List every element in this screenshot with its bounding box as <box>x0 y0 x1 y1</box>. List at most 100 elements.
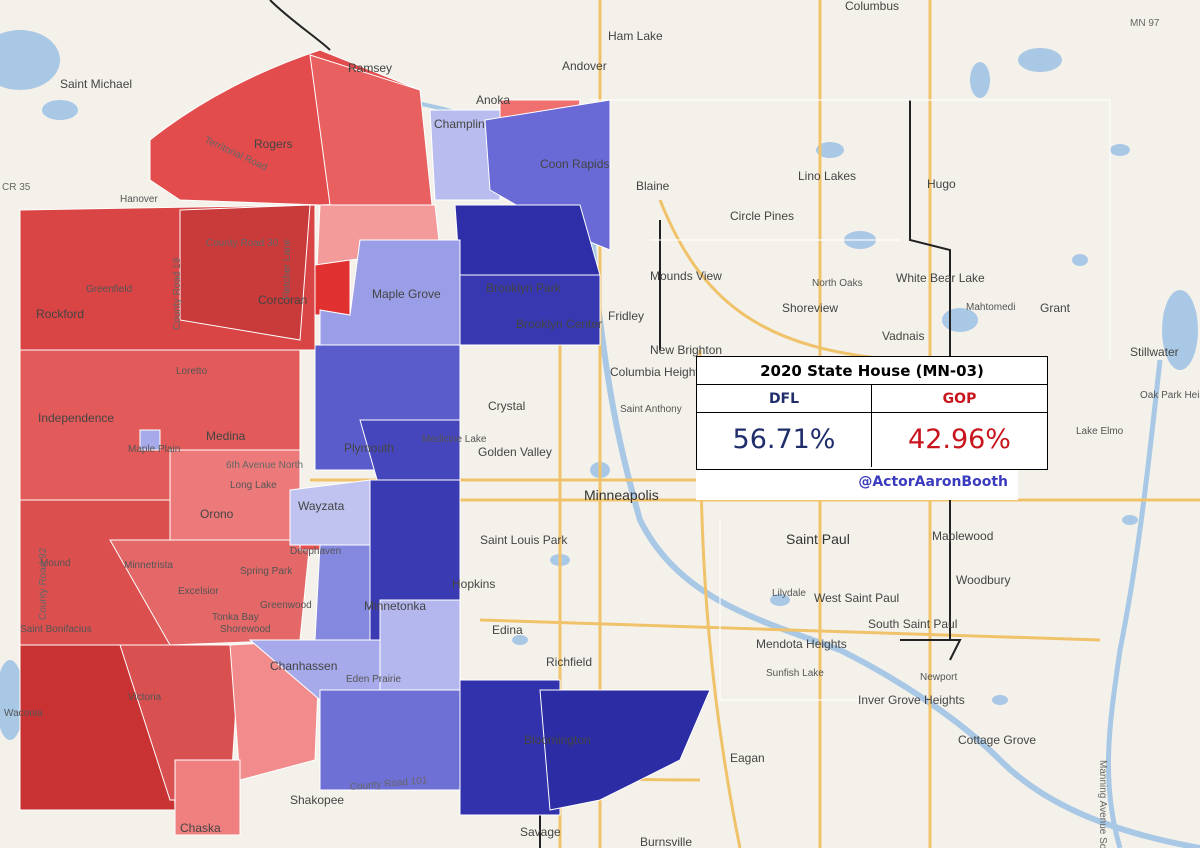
credit-box: @ActorAaronBooth <box>696 470 1018 500</box>
place-richfield: Richfield <box>546 655 592 669</box>
place-saint-louis-park: Saint Louis Park <box>480 533 568 547</box>
place-plymouth: Plymouth <box>344 441 394 455</box>
place-new-brighton: New Brighton <box>650 343 722 357</box>
place-columbus: Columbus <box>845 0 899 13</box>
road-cr-35: CR 35 <box>2 182 31 193</box>
place-brooklyn-center: Brooklyn Center <box>516 317 602 331</box>
road-county-road-19: County Road 19 <box>172 257 183 330</box>
place-burnsville: Burnsville <box>640 835 692 848</box>
place-lake-elmo: Lake Elmo <box>1076 426 1124 437</box>
gop-header: GOP <box>872 385 1047 413</box>
place-grant: Grant <box>1040 301 1071 315</box>
place-long-lake: Long Lake <box>230 480 277 491</box>
place-bloomington: Bloomington <box>524 733 591 747</box>
place-excelsior: Excelsior <box>178 586 219 597</box>
place-shoreview: Shoreview <box>782 301 838 315</box>
place-spring-park: Spring Park <box>240 566 293 577</box>
place-andover: Andover <box>562 59 607 73</box>
place-saint-bonifacius: Saint Bonifacius <box>20 624 92 635</box>
place-wayzata: Wayzata <box>298 499 345 513</box>
place-brooklyn-park: Brooklyn Park <box>486 281 562 295</box>
place-mounds-view: Mounds View <box>650 269 722 283</box>
place-orono: Orono <box>200 507 234 521</box>
place-sunfish-lake: Sunfish Lake <box>766 668 824 679</box>
place-south-saint-paul: South Saint Paul <box>868 617 957 631</box>
place-greenwood: Greenwood <box>260 600 312 611</box>
place-white-bear-lake: White Bear Lake <box>896 271 985 285</box>
place-circle-pines: Circle Pines <box>730 209 794 223</box>
place-saint-michael: Saint Michael <box>60 77 132 91</box>
place-champlin: Champlin <box>434 117 485 131</box>
place-inver-grove-heights: Inver Grove Heights <box>858 693 965 707</box>
dfl-header: DFL <box>697 385 872 413</box>
place-mendota-heights: Mendota Heights <box>756 637 847 651</box>
place-lilydale: Lilydale <box>772 588 806 599</box>
place-columbia-heights: Columbia Heights <box>610 365 705 379</box>
place-hanover: Hanover <box>120 194 158 205</box>
road-fletcher-lane: Fletcher Lane <box>282 238 293 300</box>
dfl-percentage: 56.71% <box>697 413 872 467</box>
place-maplewood: Maplewood <box>932 529 993 543</box>
place-oak-park-heights: Oak Park Heights <box>1140 390 1200 401</box>
author-credit: @ActorAaronBooth <box>858 474 1008 490</box>
place-hugo: Hugo <box>927 177 956 191</box>
place-anoka: Anoka <box>476 93 510 107</box>
dfl-precincts <box>139 99 711 816</box>
place-tonka-bay: Tonka Bay <box>212 612 259 623</box>
place-mahtomedi: Mahtomedi <box>966 302 1015 313</box>
place-minnetrista: Minnetrista <box>124 560 173 571</box>
place-victoria: Victoria <box>128 692 162 703</box>
place-minneapolis: Minneapolis <box>584 487 659 503</box>
place-loretto: Loretto <box>176 366 208 377</box>
place-ham-lake: Ham Lake <box>608 29 663 43</box>
place-edina: Edina <box>492 623 523 637</box>
road-6th-avenue-north: 6th Avenue North <box>226 460 303 471</box>
place-newport: Newport <box>920 672 957 683</box>
place-hopkins: Hopkins <box>452 577 495 591</box>
place-shakopee: Shakopee <box>290 793 344 807</box>
place-west-saint-paul: West Saint Paul <box>814 591 899 605</box>
place-eden-prairie: Eden Prairie <box>346 674 401 685</box>
place-labels: Columbus Ham Lake Andover Ramsey Anoka C… <box>4 0 1200 848</box>
place-medicine-lake: Medicine Lake <box>422 434 487 445</box>
place-savage: Savage <box>520 825 561 839</box>
place-greenfield: Greenfield <box>86 284 132 295</box>
place-woodbury: Woodbury <box>956 573 1010 587</box>
place-corcoran: Corcoran <box>258 293 307 307</box>
place-crystal: Crystal <box>488 399 525 413</box>
road-county-road-30: County Road 30 <box>206 238 279 249</box>
place-stillwater: Stillwater <box>1130 345 1179 359</box>
place-eagan: Eagan <box>730 751 765 765</box>
road-county-road-92: County Road 92 <box>38 547 49 620</box>
place-rockford: Rockford <box>36 307 84 321</box>
place-waconia: Waconia <box>4 708 43 719</box>
place-chanhassen: Chanhassen <box>270 659 337 673</box>
place-maple-plain: Maple Plain <box>128 444 180 455</box>
st-croix-river <box>1105 359 1163 848</box>
place-lino-lakes: Lino Lakes <box>798 169 856 183</box>
place-medina: Medina <box>206 429 246 443</box>
place-ramsey: Ramsey <box>348 61 392 75</box>
place-independence: Independence <box>38 411 114 425</box>
place-fridley: Fridley <box>608 309 644 323</box>
place-mound: Mound <box>40 558 71 569</box>
road-mn-97: MN 97 <box>1130 18 1160 29</box>
place-chaska: Chaska <box>180 821 221 835</box>
gop-precincts <box>19 49 581 836</box>
place-cottage-grove: Cottage Grove <box>958 733 1036 747</box>
place-minnetonka: Minnetonka <box>364 599 426 613</box>
place-vadnais: Vadnais <box>882 329 924 343</box>
place-golden-valley: Golden Valley <box>478 445 552 459</box>
place-deephaven: Deephaven <box>290 546 341 557</box>
place-north-oaks: North Oaks <box>812 278 863 289</box>
gop-percentage: 42.96% <box>908 424 1011 455</box>
place-maple-grove: Maple Grove <box>372 287 441 301</box>
road-manning-avenue-south: Manning Avenue South <box>1097 760 1108 848</box>
place-rogers: Rogers <box>254 137 293 151</box>
results-title: 2020 State House (MN-03) <box>697 357 1047 385</box>
place-shorewood: Shorewood <box>220 624 271 635</box>
place-saint-anthony: Saint Anthony <box>620 404 682 415</box>
place-saint-paul: Saint Paul <box>786 531 850 547</box>
place-coon-rapids: Coon Rapids <box>540 157 609 171</box>
results-table: 2020 State House (MN-03) DFL GOP 56.71% … <box>696 356 1048 470</box>
